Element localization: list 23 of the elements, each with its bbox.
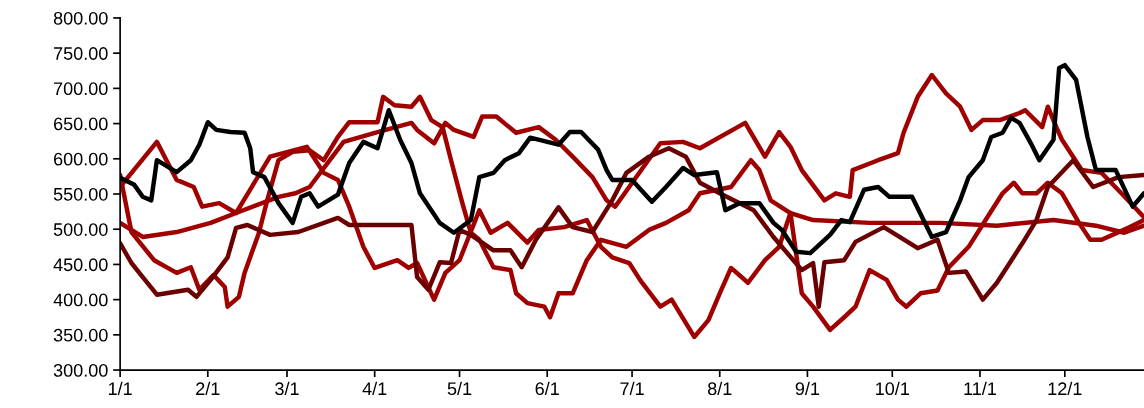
- x-tick-label: 5/1: [447, 381, 472, 396]
- x-tick-label: 8/1: [707, 381, 732, 396]
- y-tick-label: 350.00: [53, 328, 108, 342]
- y-tick-label: 650.00: [54, 117, 108, 131]
- y-tick-label: 450.00: [53, 258, 108, 272]
- x-tick-label: 11/1: [964, 381, 996, 396]
- y-tick-label: 750.00: [54, 47, 108, 60]
- y-tick-label: 400.00: [53, 293, 108, 307]
- y-tick-label: 600.00: [54, 152, 108, 166]
- x-tick-label: 4/1: [362, 381, 387, 396]
- y-tick-label: 800.00: [53, 11, 108, 25]
- x-tick-label: 9/1: [795, 381, 820, 396]
- y-tick-label: 500.00: [53, 223, 108, 236]
- x-tick-label: 1/1: [108, 381, 132, 396]
- x-tick-label: 12/1: [1048, 381, 1082, 396]
- y-tick-label: 700.00: [54, 82, 108, 96]
- x-tick-label: 2/1: [196, 381, 220, 396]
- y-tick-label: 300.00: [53, 363, 108, 377]
- x-tick-label: 7/1: [620, 381, 644, 396]
- x-tick-label: 3/1: [275, 381, 299, 396]
- x-tick-label: 6/1: [535, 381, 559, 396]
- y-tick-label: 550.00: [53, 187, 108, 201]
- x-tick-label: 10/1: [876, 381, 909, 396]
